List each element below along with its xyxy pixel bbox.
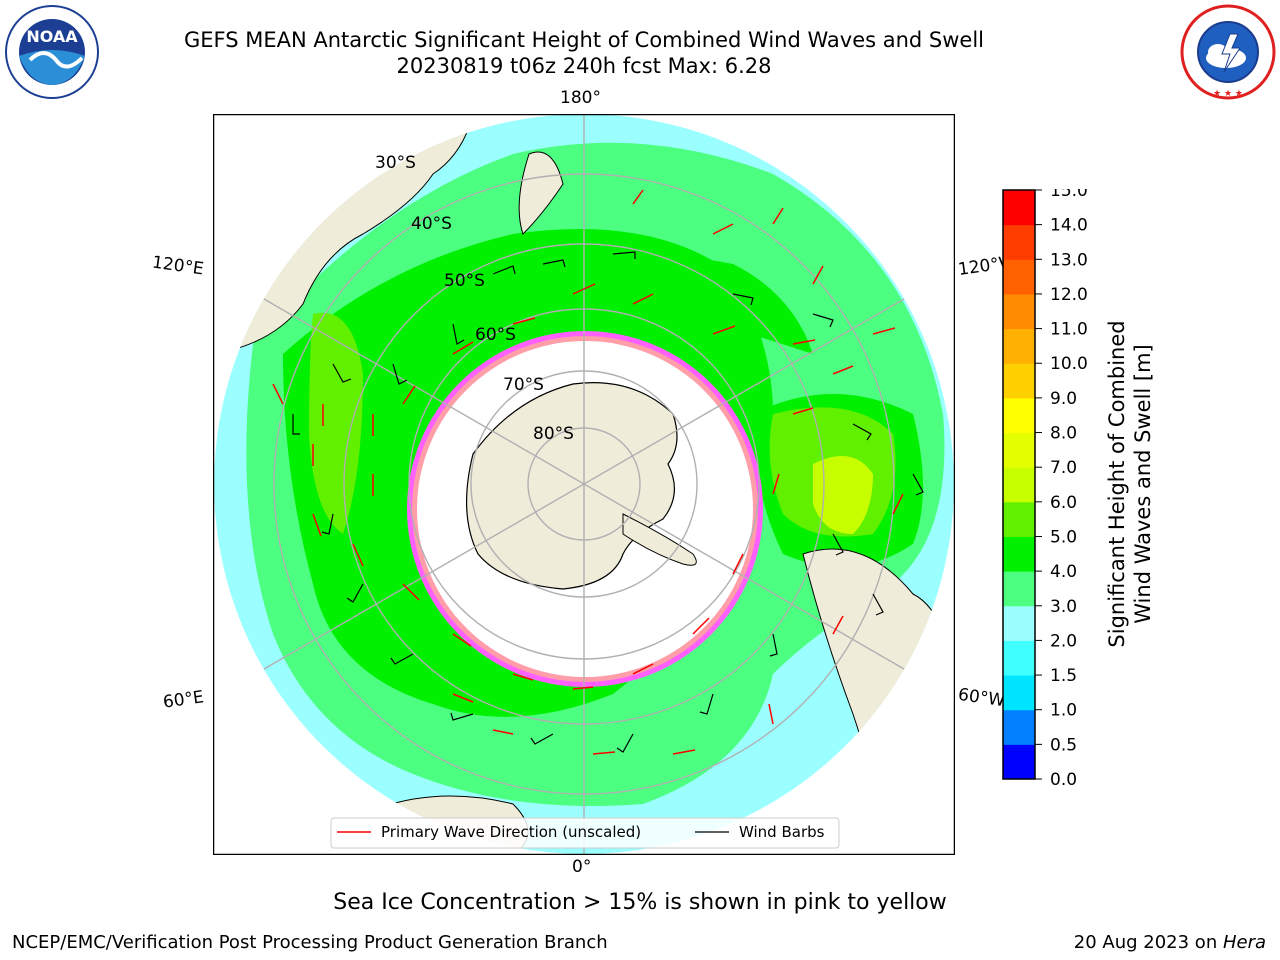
- colorbar-segment: [1003, 293, 1035, 330]
- date-stamp-machine: Hera: [1222, 932, 1266, 953]
- svg-text:NOAA: NOAA: [26, 27, 78, 46]
- colorbar-tick-label: 15.0: [1050, 189, 1088, 201]
- lon-label-60e: 60°E: [161, 687, 206, 713]
- lat-label-60s: 60°S: [475, 325, 516, 345]
- colorbar-segment: [1003, 501, 1035, 537]
- svg-text:★ ★ ★: ★ ★ ★: [1213, 89, 1243, 99]
- lat-label-40s: 40°S: [411, 214, 452, 234]
- colorbar-tick-label: 9.0: [1050, 389, 1077, 409]
- chart-subtitle: 20230819 t06z 240h fcst Max: 6.28: [396, 54, 772, 78]
- colorbar-segment: [1003, 536, 1035, 572]
- colorbar-tick-label: 6.0: [1050, 493, 1077, 513]
- legend-wind-label: Wind Barbs: [739, 823, 825, 841]
- colorbar-label-line2: Wind Waves and Swell [m]: [1131, 344, 1155, 624]
- colorbar-tick-label: 5.0: [1050, 527, 1077, 547]
- colorbar-tick-label: 7.0: [1050, 458, 1077, 478]
- colorbar-segment: [1003, 190, 1035, 226]
- lat-label-50s: 50°S: [444, 271, 485, 291]
- colorbar-tick-label: 0.5: [1050, 735, 1077, 755]
- colorbar-segment: [1003, 432, 1035, 468]
- legend-wave-label: Primary Wave Direction (unscaled): [381, 823, 641, 841]
- credit-text: NCEP/EMC/Verification Post Processing Pr…: [12, 932, 608, 953]
- wind-barbs: [292, 251, 924, 753]
- colorbar-segment: [1003, 675, 1035, 711]
- colorbar-segment: [1003, 467, 1035, 503]
- colorbar-segment: [1003, 640, 1035, 676]
- colorbar-label-line1: Significant Height of Combined: [1105, 320, 1129, 647]
- colorbar-segment: [1003, 571, 1035, 607]
- colorbar-tick-label: 1.0: [1050, 701, 1077, 721]
- polar-map: 30°S 40°S 50°S 60°S 70°S 80°S Primary Wa…: [213, 114, 955, 855]
- colorbar-tick-label: 10.0: [1050, 354, 1088, 374]
- colorbar-segment: [1003, 363, 1035, 399]
- colorbar-segment: [1003, 224, 1035, 260]
- lat-label-70s: 70°S: [503, 375, 544, 395]
- chart-title: GEFS MEAN Antarctic Significant Height o…: [183, 28, 985, 52]
- lat-label-30s: 30°S: [375, 153, 416, 173]
- colorbar-tick-label: 2.0: [1050, 631, 1077, 651]
- lat-label-80s: 80°S: [533, 424, 574, 444]
- colorbar-tick-label: 4.0: [1050, 562, 1077, 582]
- colorbar-tick-label: 12.0: [1050, 285, 1088, 305]
- wave-arrows: [272, 189, 904, 755]
- colorbar-segment: [1003, 605, 1035, 641]
- lon-label-120e: 120°E: [150, 252, 205, 280]
- colorbar-tick-label: 8.0: [1050, 424, 1077, 444]
- colorbar-segment: [1003, 397, 1035, 434]
- colorbar-tick-label: 13.0: [1050, 250, 1088, 270]
- date-stamp-date: 20 Aug 2023 on: [1073, 932, 1223, 953]
- noaa-logo: NOAA: [5, 5, 99, 99]
- sea-ice-note: Sea Ice Concentration > 15% is shown in …: [333, 890, 947, 915]
- date-stamp: 20 Aug 2023 on Hera: [1074, 932, 1266, 953]
- colorbar-tick-label: 0.0: [1050, 770, 1077, 787]
- colorbar-tick-label: 1.5: [1050, 666, 1077, 686]
- lon-label-0: 0°: [572, 857, 592, 877]
- colorbar-label: Significant Height of Combined Wind Wave…: [1105, 320, 1155, 647]
- colorbar-tick-label: 3.0: [1050, 597, 1077, 617]
- colorbar-segment: [1003, 259, 1035, 295]
- colorbar-segment: [1003, 709, 1035, 745]
- lon-label-60w: 60°W: [956, 684, 1007, 712]
- wave-height-field: [214, 114, 954, 854]
- colorbar: 0.0 0.5 1.0 1.5 2.0 3.0 4.0 5.0 6.0 7.0 8.0 9.0 10.0…: [1002, 189, 1088, 787]
- map-legend: Primary Wave Direction (unscaled) Wind B…: [330, 817, 840, 849]
- lon-label-180: 180°: [560, 88, 601, 108]
- colorbar-segment: [1003, 328, 1035, 364]
- colorbar-segment: [1003, 744, 1035, 780]
- colorbar-tick-label: 14.0: [1050, 216, 1088, 236]
- nws-logo: ★ ★ ★: [1180, 4, 1276, 100]
- colorbar-tick-label: 11.0: [1050, 320, 1088, 340]
